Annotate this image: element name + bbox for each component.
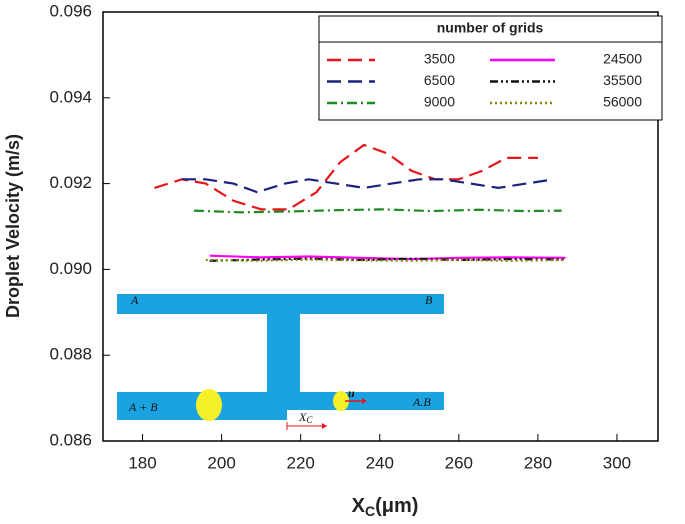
series-line [209, 254, 566, 261]
arrow-head [362, 398, 367, 404]
channel-top [117, 294, 444, 314]
legend-label: 9000 [424, 94, 455, 110]
y-tick-label: 0.096 [49, 1, 92, 20]
legend: number of grids 3500 6500 9000 24500 35500 56… [318, 15, 663, 121]
inset-diagram: A B A + B A.B u XC [117, 293, 444, 430]
plot-frame [102, 11, 659, 442]
y-tick-label: 0.086 [49, 430, 92, 449]
series-line [205, 258, 566, 262]
legend-label: 56000 [603, 94, 642, 110]
inset-label: A + B [128, 400, 158, 414]
inset-label: XC [298, 410, 313, 425]
inset-label-sub: C [306, 415, 313, 425]
series-lines [154, 143, 566, 262]
y-axis-title: Droplet Velocity (m/s) [3, 134, 23, 318]
droplet [196, 389, 222, 421]
series-line [154, 143, 538, 211]
series-line [209, 257, 566, 262]
legend-label: 24500 [603, 51, 642, 67]
legend-title: number of grids [437, 20, 544, 36]
channel-bottom [117, 392, 444, 410]
y-tick-label: 0.092 [49, 173, 92, 192]
inset-label: B [425, 293, 433, 307]
inset-label: A [130, 293, 139, 307]
series-line [193, 208, 562, 214]
y-tick-label: 0.094 [49, 87, 92, 106]
x-title-sub: C [365, 503, 375, 519]
series-line [182, 178, 554, 194]
x-tick-label: 200 [207, 453, 235, 472]
inset-label: u [348, 386, 355, 400]
legend-label: 35500 [603, 72, 642, 88]
x-tick-label: 260 [445, 453, 473, 472]
x-tick-label: 180 [128, 453, 156, 472]
x-title-unit: (μm) [375, 495, 418, 517]
legend-label: 3500 [424, 51, 455, 67]
x-tick-label: 220 [286, 453, 314, 472]
x-tick-label: 280 [524, 453, 552, 472]
axes: 0.086 0.088 0.090 0.092 0.094 0.096 180 200 220 2… [49, 1, 631, 472]
inset-label: X [298, 410, 307, 424]
droplet [333, 391, 349, 411]
y-tick-label: 0.088 [49, 345, 92, 364]
y-tick-label: 0.090 [49, 259, 92, 278]
x-axis-title: XC(μm) [352, 495, 419, 518]
x-tick-label: 240 [366, 453, 394, 472]
legend-label: 6500 [424, 72, 455, 88]
inset-label: A.B [412, 395, 431, 409]
channel-stem [267, 314, 300, 394]
x-tick-label: 300 [603, 453, 631, 472]
arrow-head [322, 423, 327, 429]
x-title-main: X [352, 495, 366, 517]
